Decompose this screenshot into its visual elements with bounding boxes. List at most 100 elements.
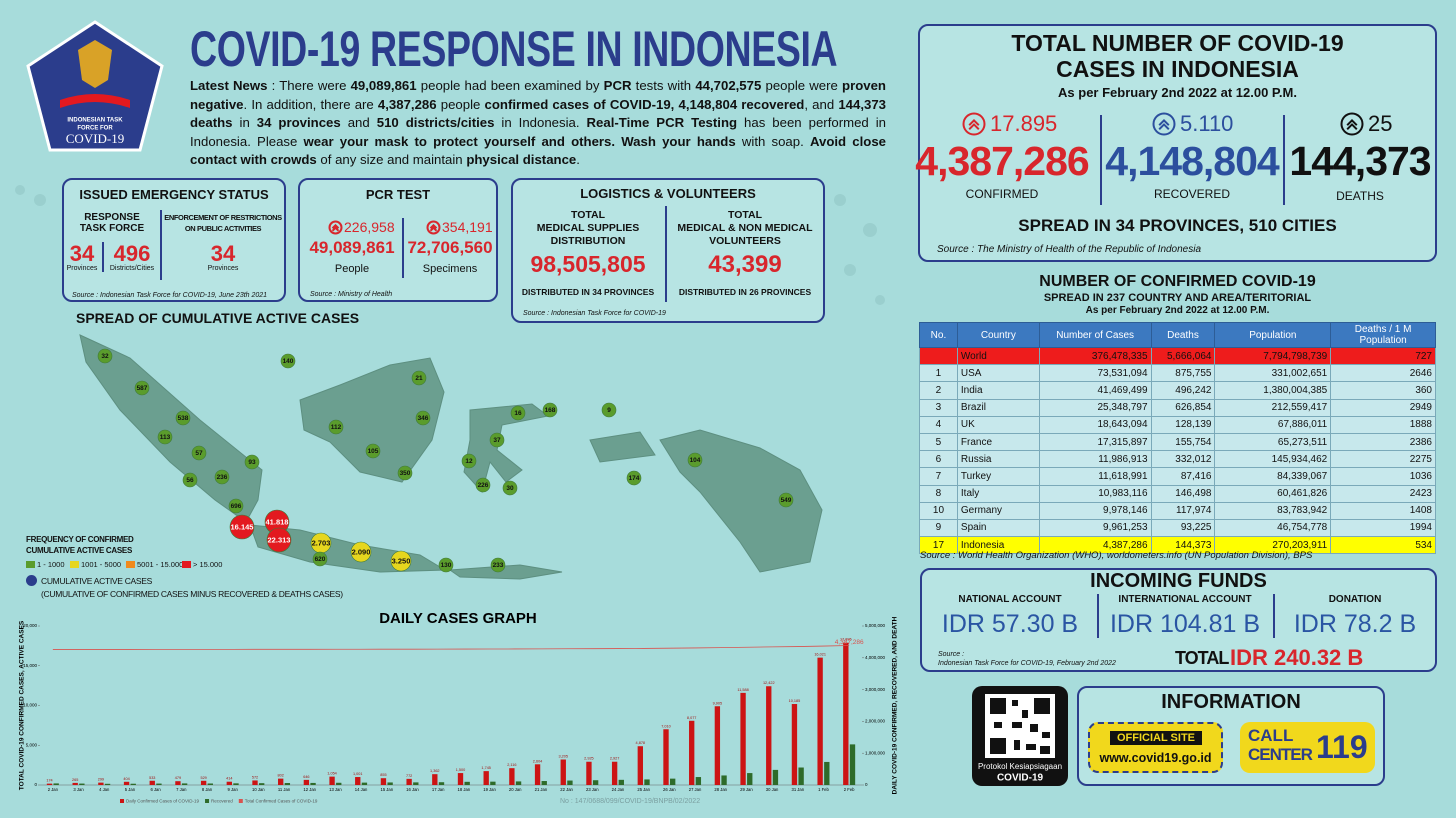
bubble-label: 12 [465,458,473,465]
table-title: NUMBER OF CONFIRMED COVID-19 [1039,273,1316,290]
bar [130,783,136,785]
news-text: 44,702,575 [695,78,762,93]
value: 496 [113,241,151,266]
x-tick-label: 27 Jan [689,787,702,792]
x-tick-label: 21 Jan [535,787,548,792]
legend-swatch [238,799,243,803]
site-label: OFFICIAL SITE [1110,731,1202,745]
table-cell: 1888 [1330,415,1436,434]
site-badge[interactable] [1088,722,1223,773]
table-cell: 360 [1330,381,1436,400]
table-cell: 5,666,064 [1150,346,1216,366]
bubble-label: 56 [186,477,194,484]
table-cell: Spain [956,518,1040,538]
up-icon [962,112,986,136]
map-bubble [438,557,454,573]
legend-swatch [70,561,79,568]
box-title: INFORMATION [1161,691,1301,713]
bar [817,657,823,785]
qr-text: COVID-19 [997,773,1044,784]
value: 34 [210,241,236,266]
bar [104,783,111,785]
bubble-label: 22.313 [268,535,291,544]
site-url[interactable]: www.covid19.go.id [1099,751,1212,765]
bubble-label: 113 [160,434,171,441]
map-bubble [489,432,505,448]
news-text: people had been examined by [416,78,604,93]
bubble-label: 93 [248,459,256,466]
table-cell: Turkey [956,467,1040,486]
bar [123,781,130,785]
tick-label: 10,000 [23,703,37,708]
value-label: 3,205 [558,755,568,759]
legend-note: (CUMULATIVE OF CONFIRMED CASES MINUS REC… [41,589,343,599]
call-number[interactable]: 119 [1316,729,1368,765]
logistics-box [511,178,825,323]
x-tick-label: 25 Jan [637,787,650,792]
value-label: 16,021 [814,653,826,657]
bubble-label: 174 [629,475,640,482]
news-text: Real-Time PCR Testing [586,115,738,130]
x-tick-label: 2 Jan [48,787,59,792]
latest-news: Latest News : There were 49,089,861 peop… [190,77,886,170]
news-text: with soap. [735,133,810,149]
table-cell: 4,387,286 [1038,536,1152,555]
map-bubble [191,445,207,461]
table-cell: 626,854 [1150,398,1216,417]
table-row: 6 Russia 11,986,913 332,012 145,934,462 2275 [919,450,1436,469]
bar [226,781,232,785]
map-bubble [97,348,113,364]
value-label: 1,054 [327,772,337,776]
bar [233,783,239,785]
news-text: people [436,96,485,112]
bubble-label: 9 [607,407,611,414]
table-cell: 332,012 [1150,450,1216,469]
table-cell: 9,978,146 [1038,501,1152,520]
x-tick-label: 9 Jan [228,787,239,792]
table-cell: 155,754 [1150,432,1216,452]
news-text: . In addition, there are [243,96,378,112]
world-table: No. Country Number of Cases Deaths Populatio… [919,322,1436,555]
legend-swatch [26,561,35,568]
bar [689,720,695,785]
value: 34 [69,241,95,266]
table-cell: 4 [919,415,958,434]
source: Indonesian Task Force for COVID-19, Febr… [938,660,1116,667]
divider [102,242,104,272]
logo-emblem [78,40,112,88]
bar [515,781,522,785]
x-tick-label: 30 Jan [766,787,779,792]
call-badge[interactable] [1240,722,1375,773]
table-cell: 67,886,011 [1214,415,1332,434]
total-box [918,24,1437,262]
bubble-label: 41.818 [266,517,289,526]
bubble-label: 350 [400,470,411,477]
bar [361,782,368,785]
up-icon [1152,112,1176,136]
table-cell: 144,373 [1150,536,1216,555]
bar [791,704,798,785]
label: RESPONSE [84,212,140,223]
box-title: PCR TEST [365,187,431,202]
map-bubble [390,550,412,572]
legend-dot [26,575,37,586]
bar [72,782,78,785]
bar [336,782,342,785]
bar [637,746,643,785]
value: 144,373 [1289,138,1431,184]
legend-label: Recovered [211,799,233,804]
logo-flag [60,94,130,108]
table-cell: 2646 [1330,364,1436,383]
column-header: Deaths / 1 M Population [1330,322,1436,348]
bar [509,768,515,785]
total-value: IDR 240.32 B [1230,645,1364,670]
line-series [52,645,850,650]
table-date: As per February 2nd 2022 at 12.00 P.M. [1085,305,1270,316]
bar [490,781,496,785]
table-cell: 93,225 [1150,518,1216,538]
table-cell: 2 [919,381,958,400]
bar [156,783,162,785]
account-label: NATIONAL ACCOUNT [958,594,1062,605]
bubble-label: 37 [493,437,501,444]
table-cell: 18,643,094 [1038,415,1152,434]
